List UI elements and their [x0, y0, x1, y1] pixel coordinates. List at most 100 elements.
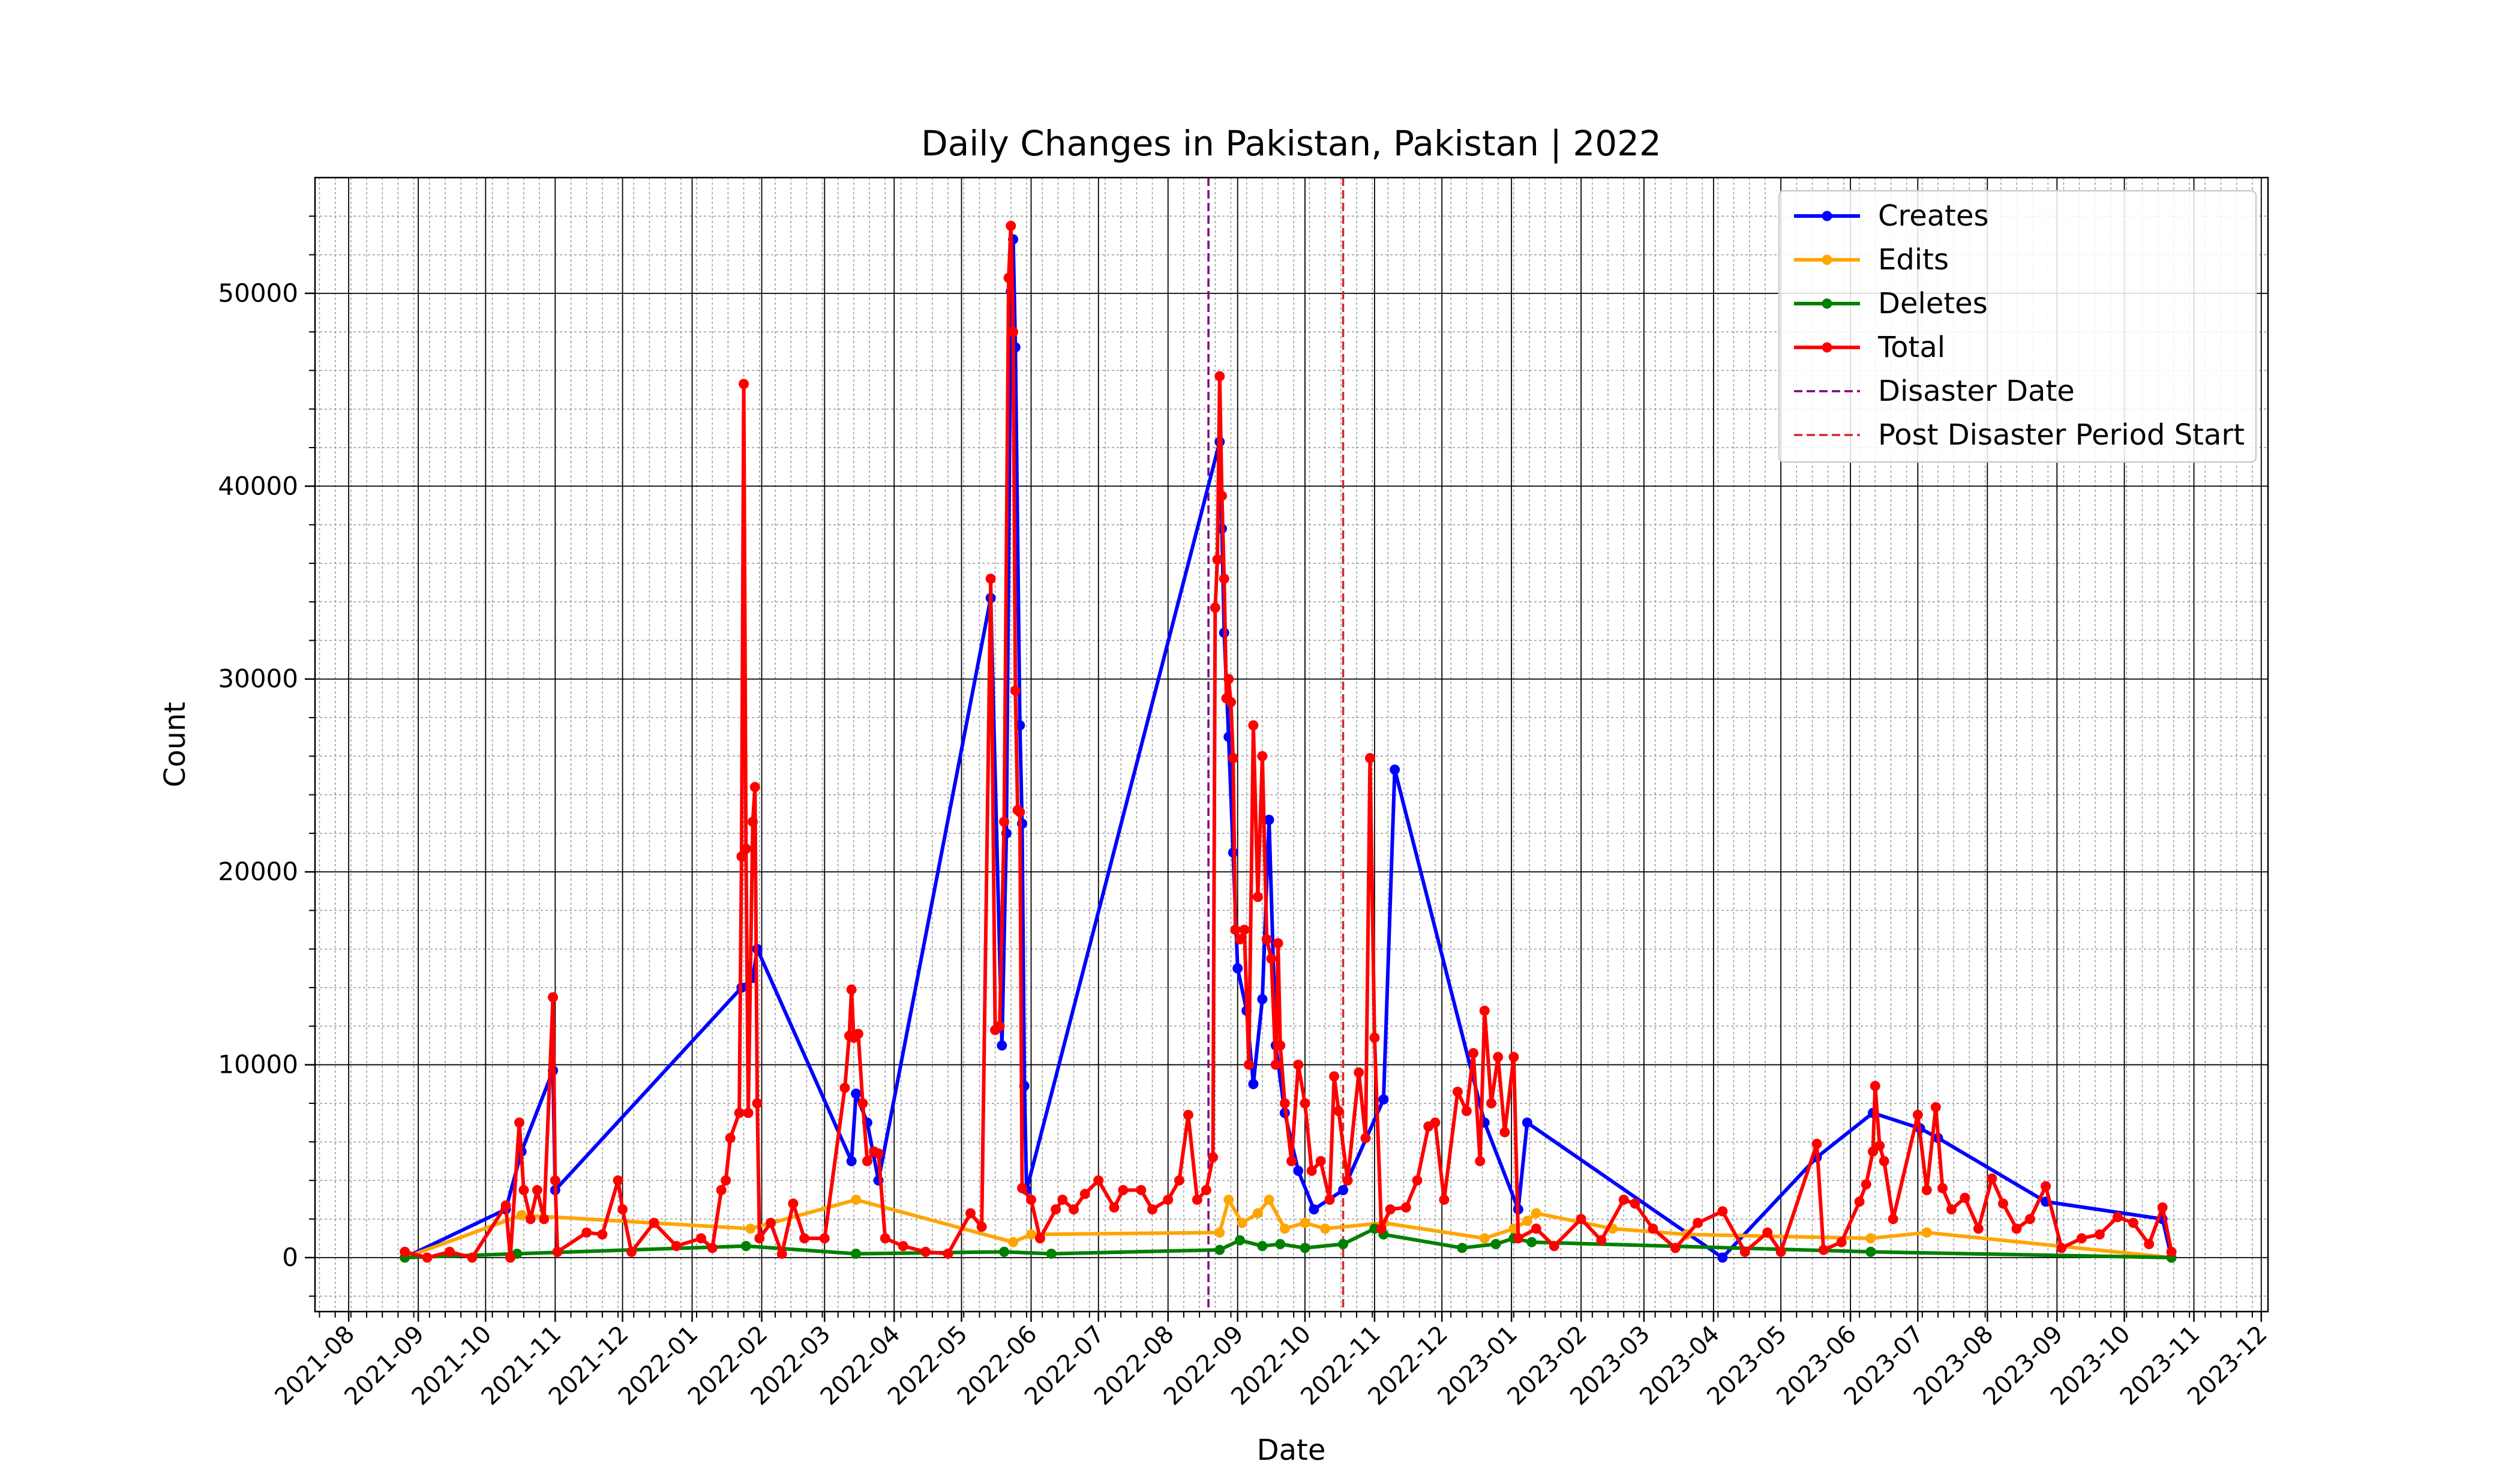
data-point-total	[1854, 1196, 1865, 1207]
legend-item-deletes: Deletes	[1794, 287, 1988, 320]
data-point-total	[1499, 1127, 1510, 1138]
data-point-total	[2011, 1223, 2022, 1234]
data-point-total	[400, 1246, 410, 1257]
data-point-total	[617, 1204, 628, 1215]
data-point-total	[819, 1233, 830, 1244]
data-point-edits	[1237, 1217, 1247, 1228]
legend-item-edits: Edits	[1794, 243, 1949, 277]
data-point-total	[1034, 1233, 1045, 1244]
data-point-total	[1762, 1227, 1773, 1238]
data-point-total	[2144, 1239, 2155, 1249]
data-point-creates	[851, 1088, 862, 1099]
data-point-total	[422, 1252, 433, 1263]
legend-item-total: Total	[1794, 331, 1945, 364]
data-point-total	[1279, 1098, 1290, 1109]
data-point-total	[1118, 1185, 1129, 1195]
data-point-total	[1234, 934, 1245, 945]
data-point-total	[1921, 1185, 1932, 1195]
series-total	[400, 220, 2177, 1263]
data-point-total	[1630, 1198, 1640, 1209]
data-point-total	[500, 1200, 511, 1211]
data-point-total	[1017, 1183, 1028, 1193]
data-point-total	[2076, 1233, 2087, 1244]
data-point-total	[1987, 1173, 1997, 1184]
data-point-creates	[1378, 1094, 1389, 1105]
data-point-total	[1057, 1195, 1068, 1205]
data-point-edits	[1214, 1227, 1225, 1238]
data-point-total	[1861, 1179, 1871, 1190]
series-line-edits	[404, 1198, 2172, 1259]
data-point-total	[1412, 1175, 1423, 1186]
data-point-total	[943, 1249, 953, 1259]
legend-label: Deletes	[1878, 287, 1988, 320]
data-point-total	[2166, 1246, 2177, 1257]
data-point-creates	[1717, 1252, 1728, 1263]
data-point-total	[1693, 1217, 1703, 1228]
data-point-total	[749, 782, 760, 793]
series-line-total	[404, 224, 2174, 1259]
legend-label: Disaster Date	[1878, 374, 2075, 408]
data-point-total	[1739, 1246, 1750, 1257]
data-point-deletes	[1234, 1235, 1245, 1246]
data-point-total	[999, 817, 1010, 827]
data-point-total	[1300, 1098, 1310, 1109]
data-point-total	[2157, 1202, 2168, 1213]
data-point-total	[1430, 1117, 1441, 1128]
data-point-total	[1468, 1048, 1479, 1058]
data-point-total	[1973, 1223, 1984, 1234]
data-point-total	[1252, 892, 1263, 902]
data-point-total	[1093, 1175, 1104, 1186]
data-point-deletes	[1214, 1244, 1225, 1255]
data-point-total	[1136, 1185, 1147, 1195]
y-tick-label: 10000	[218, 1050, 298, 1079]
data-point-total	[788, 1198, 799, 1209]
data-point-creates	[1257, 994, 1268, 1004]
data-point-total	[1306, 1165, 1317, 1176]
data-point-total	[716, 1185, 727, 1195]
data-point-total	[873, 1148, 884, 1159]
data-point-creates	[997, 1040, 1007, 1051]
y-tick-label: 0	[282, 1243, 298, 1272]
data-point-total	[1930, 1102, 1941, 1112]
data-point-total	[1576, 1214, 1586, 1225]
data-point-total	[548, 992, 559, 1003]
data-point-total	[1998, 1198, 2009, 1209]
data-point-total	[880, 1233, 890, 1244]
data-point-total	[839, 1082, 850, 1093]
data-point-total	[597, 1229, 608, 1240]
data-point-deletes	[1046, 1249, 1057, 1259]
data-point-total	[743, 1108, 754, 1118]
data-point-total	[2112, 1212, 2123, 1222]
y-tick-label: 50000	[218, 278, 298, 308]
data-point-total	[1257, 751, 1268, 761]
legend-item-creates: Creates	[1794, 199, 1989, 233]
data-point-creates	[1390, 764, 1400, 775]
data-point-total	[1026, 1195, 1036, 1205]
legend-label: Edits	[1878, 243, 1949, 277]
data-point-deletes	[1526, 1237, 1537, 1247]
data-point-total	[725, 1133, 736, 1144]
data-point-deletes	[851, 1249, 862, 1259]
data-point-total	[1230, 925, 1241, 935]
data-point-total	[1008, 326, 1019, 337]
data-point-total	[1248, 720, 1259, 731]
data-point-total	[1775, 1246, 1786, 1257]
data-point-total	[1493, 1052, 1504, 1063]
data-point-total	[1400, 1202, 1411, 1213]
data-point-total	[2056, 1243, 2067, 1253]
data-point-total	[754, 1233, 765, 1244]
data-point-total	[505, 1252, 515, 1263]
data-point-total	[2024, 1214, 2035, 1225]
data-point-total	[1006, 220, 1016, 231]
data-point-total	[1069, 1204, 1079, 1215]
data-point-edits	[1479, 1233, 1490, 1244]
data-point-total	[748, 817, 758, 827]
data-point-total	[965, 1208, 976, 1219]
data-point-total	[1369, 1033, 1380, 1043]
chart-title: Daily Changes in Pakistan, Pakistan | 20…	[921, 123, 1661, 164]
data-point-total	[2128, 1217, 2139, 1228]
data-point-total	[1937, 1183, 1948, 1193]
data-point-total	[1315, 1156, 1326, 1166]
data-point-total	[1912, 1109, 1923, 1120]
